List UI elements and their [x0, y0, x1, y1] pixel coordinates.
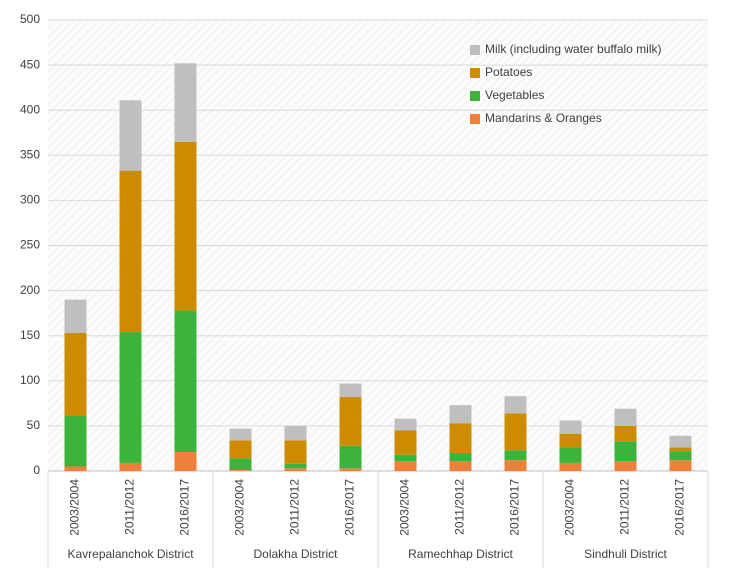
bar-segment: [64, 332, 87, 416]
x-tick-label: 2011/2012: [288, 479, 302, 535]
bar-segment: [174, 63, 197, 142]
x-tick-label: 2003/2004: [68, 479, 82, 536]
bar-segment: [229, 470, 252, 471]
bar-segment: [504, 396, 527, 414]
bar-segment: [284, 440, 307, 464]
x-tick-label: 2003/2004: [233, 479, 247, 536]
x-tick-label: 2011/2012: [618, 479, 632, 535]
bar-segment: [614, 461, 637, 471]
legend-swatch: [470, 91, 480, 101]
x-tick-label: 2016/2017: [673, 479, 687, 536]
legend-label: Mandarins & Oranges: [485, 111, 602, 125]
group-label: Ramechhap District: [408, 547, 513, 561]
x-tick-label: 2011/2012: [453, 479, 467, 535]
bar-segment: [229, 440, 252, 459]
x-tick-label: 2011/2012: [123, 479, 137, 535]
bar-segment: [449, 461, 472, 471]
bar-segment: [449, 452, 472, 462]
bar-segment: [229, 458, 252, 471]
y-tick-label: 100: [20, 373, 40, 387]
bar-segment: [64, 466, 87, 471]
bar-segment: [669, 460, 692, 471]
bar-segment: [504, 460, 527, 471]
bar-segment: [119, 170, 142, 333]
bar-segment: [504, 450, 527, 461]
bar-segment: [119, 462, 142, 471]
x-tick-label: 2003/2004: [563, 479, 577, 536]
bar-segment: [394, 418, 417, 431]
bar-segment: [119, 100, 142, 171]
bar-segment: [174, 452, 197, 471]
bar-segment: [64, 299, 87, 333]
x-tick-label: 2016/2017: [508, 479, 522, 536]
y-tick-label: 350: [20, 147, 40, 161]
bar-segment: [174, 310, 197, 453]
y-tick-label: 450: [20, 57, 40, 71]
bar-segment: [614, 408, 637, 426]
y-tick-label: 250: [20, 238, 40, 252]
group-label: Kavrepalanchok District: [67, 547, 194, 561]
y-tick-label: 150: [20, 328, 40, 342]
legend-label: Vegetables: [485, 88, 544, 102]
bar-segment: [339, 445, 362, 469]
x-tick-label: 2016/2017: [178, 479, 192, 536]
bar-segment: [339, 468, 362, 471]
y-tick-label: 500: [20, 12, 40, 26]
legend-label: Potatoes: [485, 65, 532, 79]
y-tick-label: 0: [33, 463, 40, 477]
bar-segment: [119, 332, 142, 463]
legend-swatch: [470, 45, 480, 55]
bar-segment: [394, 461, 417, 471]
bar-segment: [559, 434, 582, 448]
y-tick-label: 50: [27, 418, 41, 432]
y-tick-label: 200: [20, 283, 40, 297]
y-tick-label: 400: [20, 102, 40, 116]
bar-segment: [669, 451, 692, 461]
legend-label: Milk (including water buffalo milk): [485, 42, 662, 56]
legend-swatch: [470, 68, 480, 78]
bar-segment: [614, 425, 637, 442]
group-label: Sindhuli District: [584, 547, 667, 561]
bar-segment: [559, 447, 582, 463]
x-tick-label: 2016/2017: [343, 479, 357, 536]
bar-segment: [449, 405, 472, 424]
group-label: Dolakha District: [253, 547, 338, 561]
bar-segment: [449, 423, 472, 453]
bar-segment: [284, 425, 307, 441]
bar-segment: [284, 463, 307, 469]
bar-segment: [504, 413, 527, 451]
bar-segment: [669, 447, 692, 452]
bar-segment: [394, 430, 417, 455]
bar-segment: [284, 468, 307, 471]
bar-segment: [229, 428, 252, 441]
bar-segment: [559, 420, 582, 435]
bar-segment: [174, 141, 197, 311]
bar-segment: [669, 435, 692, 448]
bar-segment: [614, 441, 637, 462]
legend-swatch: [470, 114, 480, 124]
bar-segment: [559, 462, 582, 471]
x-tick-label: 2003/2004: [398, 479, 412, 536]
bar-segment: [394, 454, 417, 462]
bar-segment: [339, 397, 362, 446]
bar-segment: [64, 415, 87, 467]
bar-segment: [339, 383, 362, 398]
y-tick-label: 300: [20, 193, 40, 207]
